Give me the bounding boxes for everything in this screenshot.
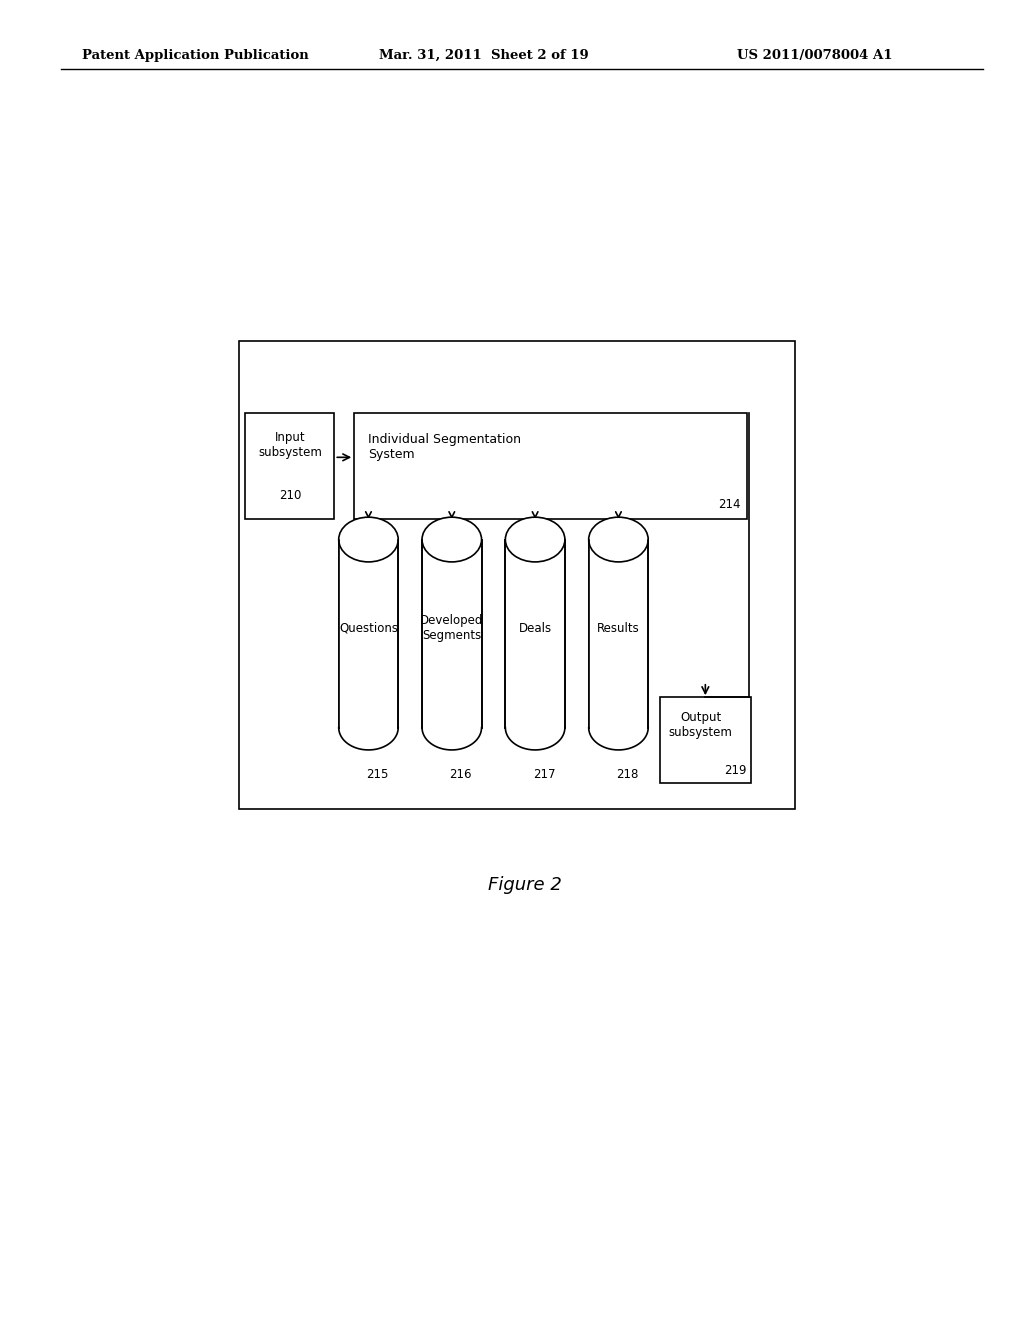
Text: 217: 217 — [532, 768, 555, 781]
Text: 218: 218 — [616, 768, 639, 781]
Bar — [246, 412, 334, 519]
Bar — [589, 540, 648, 727]
Text: Output
subsystem: Output subsystem — [669, 710, 733, 739]
Text: Input
subsystem: Input subsystem — [258, 430, 322, 458]
Text: Developed
Segments: Developed Segments — [420, 615, 483, 643]
Text: 219: 219 — [725, 764, 748, 777]
Text: Figure 2: Figure 2 — [487, 876, 562, 894]
Ellipse shape — [506, 517, 565, 562]
Text: 210: 210 — [279, 490, 301, 502]
Bar — [354, 412, 748, 519]
Bar — [240, 342, 795, 809]
Text: Deals: Deals — [518, 622, 552, 635]
Text: Results: Results — [597, 622, 640, 635]
Text: US 2011/0078004 A1: US 2011/0078004 A1 — [737, 49, 893, 62]
Ellipse shape — [339, 517, 398, 562]
Ellipse shape — [422, 517, 481, 562]
Text: Questions: Questions — [339, 622, 398, 635]
Bar — [340, 540, 397, 727]
Text: 214: 214 — [718, 498, 740, 511]
Bar — [659, 697, 751, 784]
Bar — [506, 540, 564, 727]
Text: 215: 215 — [367, 768, 388, 781]
Bar — [422, 540, 481, 727]
Text: Patent Application Publication: Patent Application Publication — [82, 49, 308, 62]
Text: Individual Segmentation
System: Individual Segmentation System — [369, 433, 521, 461]
Ellipse shape — [589, 517, 648, 562]
Bar — [423, 540, 480, 727]
Bar — [590, 540, 647, 727]
Bar — [339, 540, 398, 727]
Text: Mar. 31, 2011  Sheet 2 of 19: Mar. 31, 2011 Sheet 2 of 19 — [379, 49, 589, 62]
Text: 216: 216 — [450, 768, 472, 781]
Bar — [506, 540, 565, 727]
